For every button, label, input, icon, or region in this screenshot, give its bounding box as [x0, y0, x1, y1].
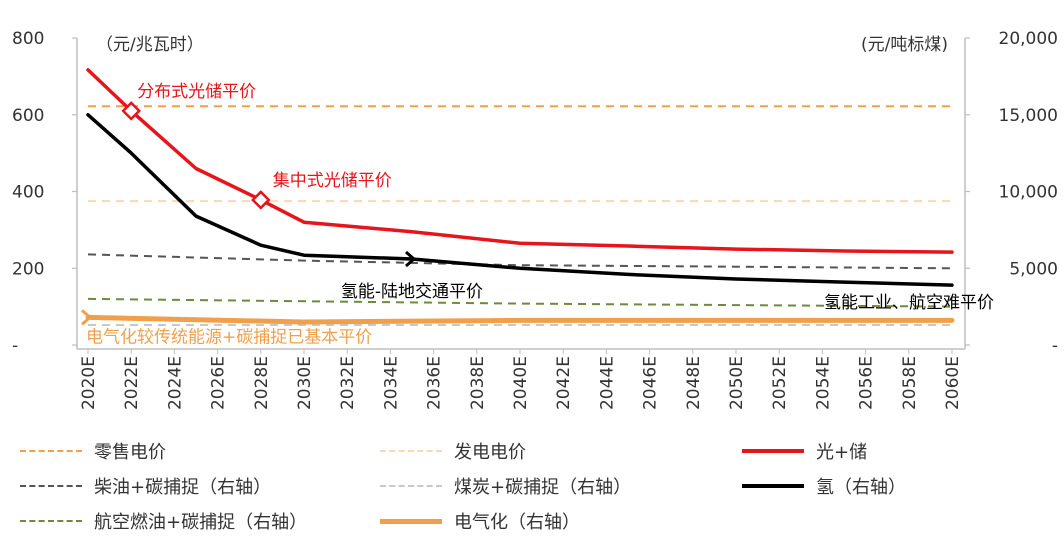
x-tick-label: 2034E — [381, 356, 401, 410]
x-tick-label: 2060E — [943, 356, 963, 410]
legend-swatch-jet — [20, 520, 82, 522]
legend-item-gen: 发电电价 — [380, 436, 526, 466]
axes-layer: 800 600 400 200 - 20,000 15,000 10,000 5,000 - （元/… — [12, 29, 1058, 410]
annotation-marker — [121, 101, 141, 121]
left-tick-label: 800 — [12, 29, 44, 49]
x-tick-label: 2040E — [511, 356, 531, 410]
legend: 零售电价 发电电价 光+储 柴油+碳捕捉（右轴） 煤炭+碳捕捉（右轴） 氢（右轴… — [0, 430, 1064, 540]
annotation-label: 氢能工业、航空难平价 — [824, 293, 994, 313]
legend-label-retail: 零售电价 — [94, 442, 166, 463]
legend-swatch-elec — [380, 518, 442, 524]
right-tick-label: 15,000 — [999, 106, 1058, 126]
legend-item-coal: 煤炭+碳捕捉（右轴） — [380, 471, 631, 501]
legend-label-pv: 光+储 — [816, 442, 868, 463]
legend-item-h2: 氢（右轴） — [742, 471, 906, 501]
right-tick-label: 20,000 — [999, 29, 1058, 49]
right-axis-unit-label: (元/吨标煤) — [861, 35, 948, 55]
x-tick-label: 2026E — [209, 356, 229, 410]
annotation-label: 电气化较传统能源+碳捕捉已基本平价 — [86, 327, 372, 347]
annotation-layer: 分布式光储平价集中式光储平价氢能-陆地交通平价氢能工业、航空难平价电气化较传统能… — [81, 82, 994, 347]
right-tick-label: - — [1052, 336, 1058, 356]
x-tick-label: 2030E — [295, 356, 315, 410]
legend-label-diesel: 柴油+碳捕捉（右轴） — [94, 477, 272, 498]
x-tick-label: 2042E — [554, 356, 574, 410]
annotation-label: 氢能-陆地交通平价 — [341, 282, 483, 302]
right-tick-label: 10,000 — [999, 183, 1058, 203]
x-tick-label: 2054E — [813, 356, 833, 410]
x-tick-label: 2050E — [727, 356, 747, 410]
legend-swatch-retail — [20, 450, 82, 452]
legend-item-jet: 航空燃油+碳捕捉（右轴） — [20, 506, 307, 536]
x-tick-label: 2052E — [770, 356, 790, 410]
x-tick-label: 2044E — [597, 356, 617, 410]
legend-label-elec: 电气化（右轴） — [454, 512, 580, 533]
x-tick-label: 2038E — [468, 356, 488, 410]
left-tick-label: 600 — [12, 106, 44, 126]
legend-label-jet: 航空燃油+碳捕捉（右轴） — [94, 512, 308, 533]
x-tick-label: 2020E — [79, 356, 99, 410]
series-layer — [85, 68, 955, 326]
x-tick-label: 2028E — [252, 356, 272, 410]
x-tick-label: 2024E — [165, 356, 185, 410]
x-tick-label: 2046E — [641, 356, 661, 410]
left-tick-label: 400 — [12, 183, 44, 203]
right-tick-label: 5,000 — [1009, 259, 1058, 279]
annotation-marker — [251, 190, 271, 210]
left-tick-label: 200 — [12, 259, 44, 279]
series-line-pv — [86, 68, 954, 254]
series-line-h2 — [86, 113, 954, 287]
legend-item-elec: 电气化（右轴） — [380, 506, 580, 536]
legend-swatch-diesel — [20, 485, 82, 487]
x-tick-label: 2058E — [900, 356, 920, 410]
annotation-marker — [81, 309, 93, 326]
x-tick-label: 2048E — [684, 356, 704, 410]
legend-swatch-pv — [742, 449, 804, 453]
annotation-label: 分布式光储平价 — [137, 82, 256, 102]
series-line-elec — [85, 314, 955, 325]
x-tick-label: 2022E — [122, 356, 142, 410]
left-axis-unit-label: （元/兆瓦时） — [96, 35, 204, 55]
left-tick-label: - — [12, 336, 18, 356]
x-tick-label: 2056E — [857, 356, 877, 410]
series-line-jet — [87, 297, 953, 308]
legend-item-pv: 光+储 — [742, 436, 867, 466]
annotation-marker — [405, 250, 417, 268]
x-tick-label: 2036E — [425, 356, 445, 410]
chart-canvas: 800 600 400 200 - 20,000 15,000 10,000 5,000 - （元/… — [12, 29, 1058, 410]
legend-swatch-coal — [380, 485, 442, 487]
annotation-label: 集中式光储平价 — [273, 171, 392, 191]
legend-label-h2: 氢（右轴） — [816, 477, 906, 498]
legend-item-diesel: 柴油+碳捕捉（右轴） — [20, 471, 271, 501]
legend-swatch-h2 — [742, 484, 804, 488]
legend-swatch-gen — [380, 450, 442, 452]
series-line-diesel — [87, 253, 953, 270]
legend-label-gen: 发电电价 — [454, 442, 526, 463]
x-tick-label: 2032E — [338, 356, 358, 410]
legend-item-retail: 零售电价 — [20, 436, 166, 466]
legend-label-coal: 煤炭+碳捕捉（右轴） — [454, 477, 632, 498]
